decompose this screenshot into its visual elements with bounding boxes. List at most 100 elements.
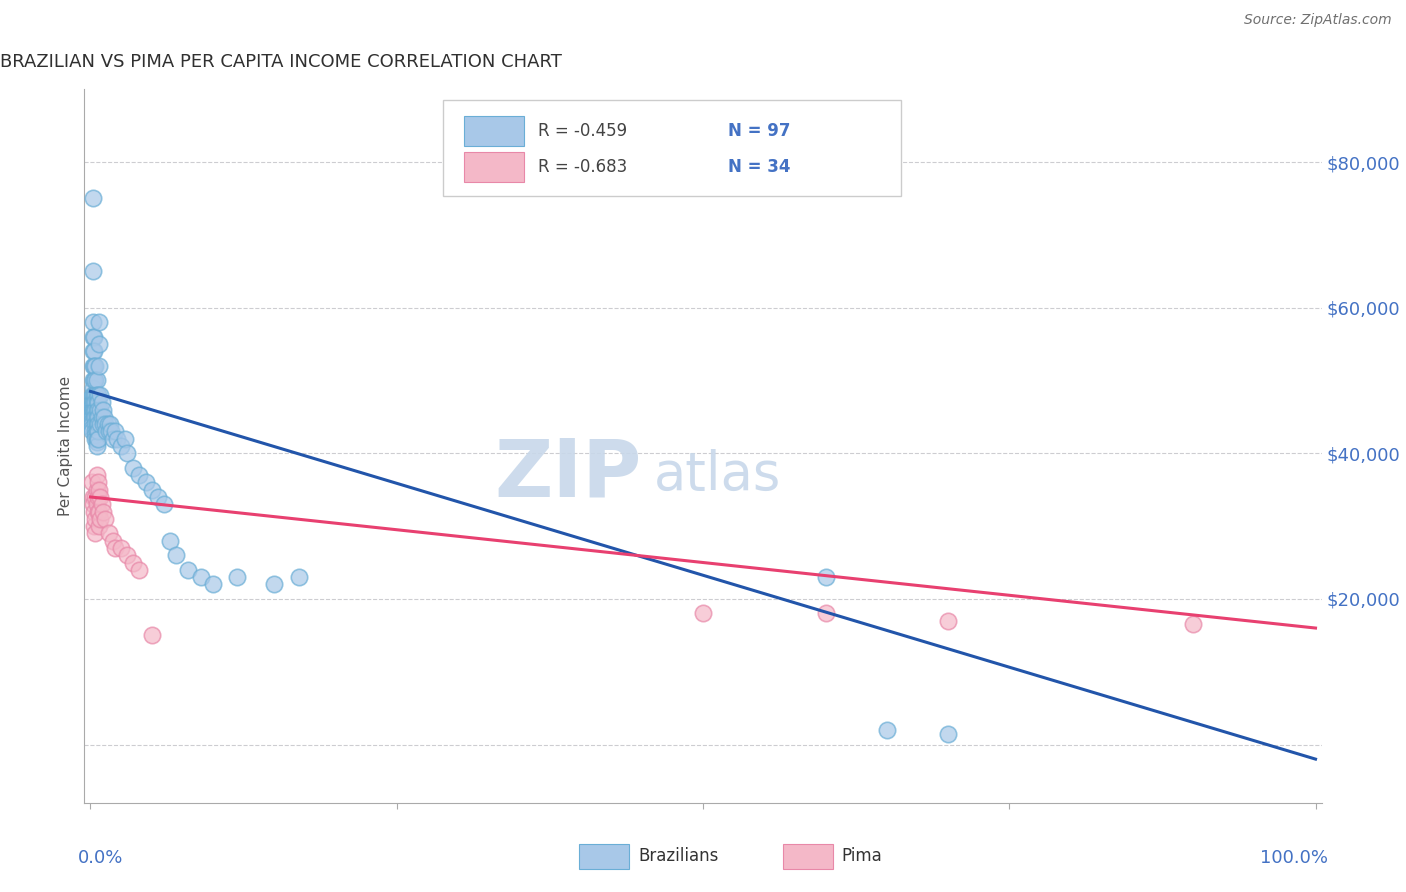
Point <box>89 490 111 504</box>
Point <box>86 468 108 483</box>
Point <box>84 526 107 541</box>
Point <box>165 548 187 562</box>
Point <box>115 446 138 460</box>
Point <box>84 417 107 432</box>
Point <box>84 409 107 424</box>
Point <box>80 409 103 424</box>
Point <box>98 417 121 432</box>
Point <box>876 723 898 737</box>
Point <box>89 402 111 417</box>
Point <box>128 468 150 483</box>
Text: N = 34: N = 34 <box>728 158 790 176</box>
Text: Pima: Pima <box>842 847 883 865</box>
Point <box>82 395 104 409</box>
Point <box>84 428 107 442</box>
Point <box>82 497 104 511</box>
Point <box>86 439 108 453</box>
Point <box>89 388 111 402</box>
Point <box>86 374 108 388</box>
Point <box>101 432 124 446</box>
Point <box>814 570 837 584</box>
Point <box>80 402 103 417</box>
Point <box>86 395 108 409</box>
Point <box>82 402 104 417</box>
Point <box>83 519 105 533</box>
Point <box>80 395 103 409</box>
Point <box>90 409 112 424</box>
Point <box>83 359 105 373</box>
Point <box>97 425 120 439</box>
Point <box>87 519 110 533</box>
Point <box>84 374 107 388</box>
Point <box>84 425 107 439</box>
Point <box>87 315 110 329</box>
Point <box>86 388 108 402</box>
Point <box>86 417 108 432</box>
Point <box>87 402 110 417</box>
Point <box>86 409 108 424</box>
Point <box>80 421 103 435</box>
Point <box>84 490 107 504</box>
Y-axis label: Per Capita Income: Per Capita Income <box>58 376 73 516</box>
Point <box>87 432 110 446</box>
Point <box>89 417 111 432</box>
Point <box>263 577 285 591</box>
FancyBboxPatch shape <box>464 116 523 146</box>
Point <box>84 432 107 446</box>
Point <box>122 460 145 475</box>
Point <box>86 435 108 450</box>
Point <box>936 726 959 740</box>
Point <box>87 417 110 432</box>
Point <box>159 533 181 548</box>
Point <box>80 425 103 439</box>
Text: R = -0.683: R = -0.683 <box>538 158 627 176</box>
Point <box>86 402 108 417</box>
Point <box>87 409 110 424</box>
Text: N = 97: N = 97 <box>728 121 790 139</box>
Point <box>814 607 837 621</box>
Point <box>226 570 249 584</box>
Point <box>87 475 110 490</box>
Point <box>114 432 136 446</box>
Point <box>80 388 103 402</box>
Point <box>80 417 103 432</box>
Point <box>141 483 163 497</box>
Point <box>96 425 118 439</box>
Text: 0.0%: 0.0% <box>79 849 124 867</box>
Point <box>87 504 110 518</box>
Point <box>94 512 117 526</box>
Point <box>83 395 105 409</box>
Point <box>83 388 105 402</box>
Point <box>82 359 104 373</box>
Point <box>87 504 110 518</box>
Point <box>84 359 107 373</box>
Point <box>83 406 105 420</box>
Point <box>86 432 108 446</box>
Text: atlas: atlas <box>654 449 780 500</box>
Point <box>83 330 105 344</box>
Point <box>692 607 714 621</box>
Point <box>135 475 157 490</box>
Point <box>190 570 212 584</box>
Point <box>287 570 309 584</box>
Point <box>82 388 104 402</box>
Point <box>87 388 110 402</box>
Text: ZIP: ZIP <box>494 435 641 514</box>
Point <box>84 395 107 409</box>
Point <box>936 614 959 628</box>
Point <box>86 497 108 511</box>
Point <box>91 417 114 432</box>
Point <box>83 409 105 424</box>
Point <box>100 425 122 439</box>
Point <box>86 483 108 497</box>
Point <box>90 497 112 511</box>
Point <box>80 413 103 427</box>
Point <box>82 315 104 329</box>
Point <box>122 556 145 570</box>
Point <box>146 490 169 504</box>
Point <box>87 483 110 497</box>
Point <box>80 406 103 420</box>
Point <box>84 402 107 417</box>
Point <box>84 512 107 526</box>
Point <box>87 490 110 504</box>
